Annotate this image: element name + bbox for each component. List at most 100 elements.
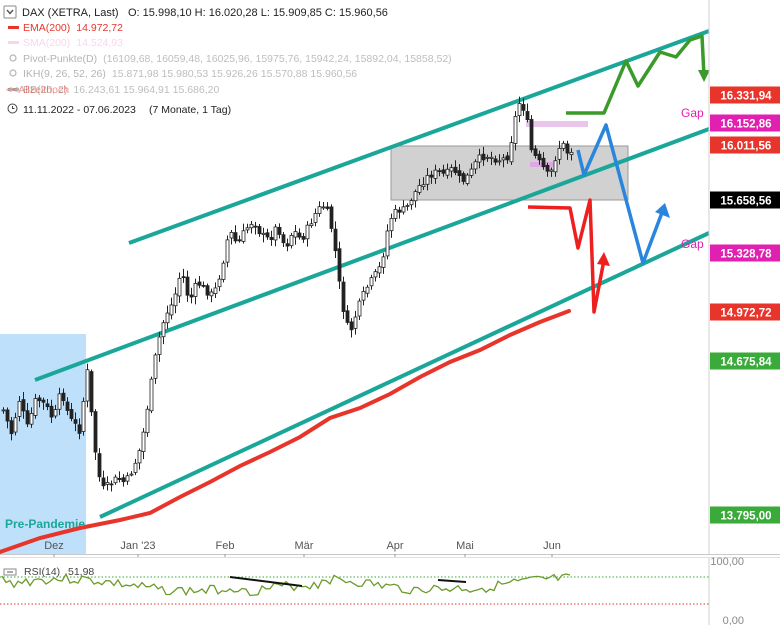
- scenario-arrow-blue: [576, 123, 665, 265]
- candle: [549, 167, 554, 177]
- candle: [537, 150, 542, 165]
- arrowhead-blue: [655, 203, 670, 218]
- candle: [17, 396, 22, 422]
- candle: [409, 198, 414, 210]
- period-label: (7 Monate, 1 Tag): [149, 104, 231, 116]
- candle: [237, 235, 242, 243]
- candle: [473, 159, 478, 174]
- svg-text:14.675,84: 14.675,84: [720, 357, 772, 369]
- candle: [261, 227, 266, 243]
- gap-label-upper: Gap: [681, 106, 704, 120]
- candle: [277, 223, 282, 239]
- candle: [165, 305, 170, 329]
- candle: [389, 213, 394, 238]
- x-tick-label: Feb: [216, 540, 235, 552]
- candle: [529, 115, 534, 153]
- candle: [41, 397, 46, 410]
- scenario-arrow-green: [566, 34, 706, 115]
- rsi-level-label: 0,00: [723, 615, 744, 625]
- gap-marker-upper: [526, 121, 588, 127]
- candle: [441, 164, 446, 177]
- collapse-icon[interactable]: [3, 5, 17, 19]
- trend-channel-line-1: [128, 29, 710, 245]
- legend-item: IKH(9, 26, 52, 26) 15.871,98 15.980,53 15…: [9, 68, 357, 80]
- candle: [69, 402, 74, 422]
- candle: [61, 388, 66, 406]
- candle: [369, 274, 374, 290]
- svg-text:15.658,56: 15.658,56: [720, 196, 771, 208]
- candle: [129, 471, 134, 477]
- candle: [233, 225, 238, 244]
- candle: [469, 163, 474, 179]
- prepandemic-zone: [0, 334, 86, 554]
- candle: [169, 297, 174, 320]
- candle: [149, 376, 154, 414]
- candle: [285, 238, 290, 252]
- x-tick-label: Jan '23: [120, 540, 155, 552]
- price-label-level: 16.331,94: [710, 86, 780, 104]
- candle: [101, 470, 106, 490]
- candle: [141, 428, 146, 460]
- price-label-level: 13.795,00: [710, 506, 780, 524]
- legend-value: (16109,68, 16059,48, 16025,96, 15975,76,…: [103, 53, 452, 65]
- candle: [121, 474, 126, 487]
- candle: [177, 272, 182, 303]
- candle: [181, 268, 186, 283]
- candle: [321, 201, 326, 210]
- candle: [545, 162, 550, 177]
- candle: [333, 221, 338, 258]
- candle: [297, 228, 302, 240]
- candle: [293, 224, 298, 245]
- candle: [173, 287, 178, 314]
- candle: [313, 208, 318, 227]
- candle: [445, 163, 450, 179]
- candle: [113, 474, 118, 485]
- scenario-arrows: [527, 34, 710, 314]
- candle: [453, 160, 458, 176]
- rsi-name: RSI(14): [24, 566, 60, 578]
- candle: [89, 369, 94, 417]
- candle: [345, 305, 350, 325]
- candle: [57, 387, 62, 416]
- candle: [425, 167, 430, 191]
- prepandemic-label: Pre-Pandemie: [5, 517, 85, 531]
- candle: [521, 98, 526, 116]
- candle: [53, 404, 58, 419]
- candle: [557, 140, 562, 165]
- candle: [301, 232, 306, 243]
- candle: [329, 204, 334, 233]
- arrowhead-green: [698, 70, 710, 82]
- candle: [253, 221, 258, 235]
- candle: [45, 398, 50, 411]
- candle: [289, 232, 294, 249]
- legend-label: IKH(9, 26, 52, 26): [23, 68, 106, 80]
- x-tick-label: Mai: [456, 540, 474, 552]
- candle: [465, 173, 470, 186]
- candle: [481, 146, 486, 166]
- candle: [65, 397, 70, 416]
- candle: [37, 394, 42, 408]
- trend-channel-line-2: [34, 127, 710, 382]
- indicator-legend: EMA(200) 14.972,72 SMA(200) 14.524,93 Pivot-…: [6, 22, 452, 96]
- candle: [493, 155, 498, 166]
- price-label-gap: 16.152,86: [710, 114, 780, 132]
- candle: [553, 156, 558, 177]
- candle: [9, 416, 14, 441]
- x-tick-label: Mär: [295, 540, 314, 552]
- candle: [73, 412, 78, 432]
- candle: [337, 241, 342, 290]
- candle: [325, 202, 330, 211]
- x-tick-label: Dez: [44, 540, 64, 552]
- legend-value: 16.243,61 15.964,91 15.686,20: [73, 84, 219, 96]
- candle: [457, 164, 462, 183]
- candle: [501, 153, 506, 168]
- rsi-panel: 100,00 0,00 RSI(14) 51,98: [0, 556, 780, 627]
- level-lines: Gap Gap Pre-Pandemie: [5, 29, 710, 531]
- candle: [157, 331, 162, 362]
- candle: [397, 206, 402, 219]
- price-label-level: 14.675,84: [710, 352, 780, 370]
- candle: [145, 405, 150, 437]
- svg-text:16.011,56: 16.011,56: [721, 141, 772, 153]
- candle: [381, 252, 386, 274]
- candle: [309, 218, 314, 228]
